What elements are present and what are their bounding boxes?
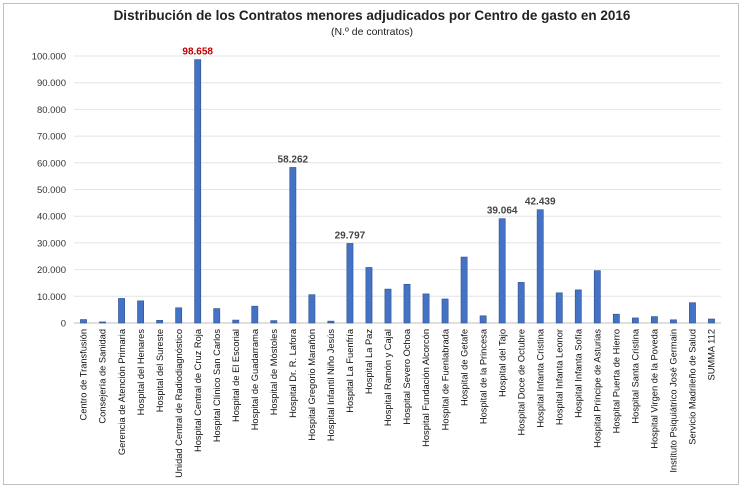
bar <box>460 256 468 324</box>
bar <box>574 289 582 324</box>
y-tick-label: 70.000 <box>37 132 66 143</box>
bar <box>365 267 373 324</box>
x-tick-label: Hospital de la Princesa <box>478 328 488 424</box>
bar <box>346 243 354 324</box>
bar <box>536 209 544 324</box>
bar <box>422 293 430 324</box>
chart-title: Distribución de los Contratos menores ad… <box>113 8 631 23</box>
x-tick-label: Hospital La Paz <box>364 329 374 394</box>
bar <box>689 302 696 324</box>
bar <box>670 319 677 324</box>
y-tick-label: 50.000 <box>37 185 66 196</box>
x-tick-label: Hospital del Tajo <box>497 329 507 397</box>
y-tick-label: 30.000 <box>37 238 66 249</box>
y-tick-label: 40.000 <box>37 212 66 223</box>
bar <box>194 59 202 324</box>
bar <box>175 307 183 324</box>
x-tick-label: Hospital Clínico San Carlos <box>212 329 222 443</box>
x-tick-label: Hospital del Sureste <box>155 329 165 412</box>
x-tick-label: Hospital La Fuenfría <box>345 328 355 413</box>
bar <box>384 288 392 324</box>
x-tick-label: Centro de Transfusión <box>79 329 89 420</box>
bar <box>213 308 221 324</box>
bar <box>137 300 145 324</box>
bar <box>441 298 449 324</box>
x-tick-label: Gerencia de Atención Primaria <box>117 328 127 455</box>
bar <box>308 294 316 324</box>
y-tick-label: 0 <box>61 319 66 330</box>
y-tick-label: 80.000 <box>37 105 66 116</box>
x-tick-label: Hospital Infanta Sofía <box>573 328 583 418</box>
x-tick-label: Hospital Puerta de Hierro <box>612 329 622 433</box>
x-tick-label: Hospital Infanta Cristina <box>535 328 545 428</box>
bar <box>270 320 278 324</box>
x-tick-label: Hospital Central de Cruz Roja <box>193 328 203 452</box>
gridlines <box>74 55 721 324</box>
data-label: 42.439 <box>525 197 556 208</box>
x-axis: Centro de Transfusión Consejería de Sanid… <box>79 328 717 478</box>
chart-subtitle: (N.º de contratos) <box>330 26 414 38</box>
x-tick-label: Hospital Príncipe de Asturias <box>593 329 603 448</box>
bar <box>612 313 620 324</box>
data-labels: 98.658 58.262 29.797 39.064 42.439 <box>182 47 556 242</box>
x-tick-label: Hospital de Getafe <box>459 329 469 406</box>
x-tick-label: Hospital Doce de Octubre <box>516 329 526 435</box>
bars <box>80 59 715 324</box>
bar <box>327 320 335 324</box>
y-tick-label: 100.000 <box>32 52 66 63</box>
y-axis: 0 10.000 20.000 30.000 40.000 50.000 60.000 70.… <box>32 52 66 330</box>
y-tick-label: 10.000 <box>37 292 66 303</box>
x-tick-label: Hospital Virgen de la Poveda <box>650 328 660 449</box>
x-tick-label: Hospital Infantil Niño Jesús <box>326 329 336 441</box>
data-label: 58.262 <box>278 154 309 165</box>
bar <box>289 167 297 324</box>
bar <box>708 318 715 324</box>
x-tick-label: Servicio Madrileño de Salud <box>688 329 698 445</box>
x-tick-label: Instituto Psiquiátrico José Germain <box>669 329 679 473</box>
x-tick-label: Hospital Severo Ochoa <box>402 328 412 424</box>
x-tick-label: Hospital de Fuenlabrada <box>440 328 450 430</box>
bar <box>156 320 164 324</box>
x-tick-label: Hospital Fundación Alcorcón <box>421 329 431 447</box>
bar <box>118 298 125 324</box>
x-tick-label: Hospital Santa Cristina <box>631 328 641 423</box>
bar <box>498 218 506 324</box>
x-tick-label: Hospital de Guadarrama <box>250 328 260 430</box>
x-tick-label: Hospital del Henares <box>136 329 146 416</box>
bar <box>232 319 240 324</box>
data-label: 39.064 <box>487 206 518 217</box>
bar <box>251 305 259 324</box>
bar <box>555 292 563 324</box>
data-label: 98.658 <box>182 47 213 58</box>
bar <box>593 270 601 324</box>
bar <box>99 321 106 324</box>
x-tick-label: SUMMA 112 <box>707 329 717 381</box>
bar <box>650 316 658 324</box>
x-tick-label: Hospital de Móstoles <box>269 329 279 416</box>
x-tick-label: Hospital Gregorio Marañón <box>307 329 317 441</box>
bar <box>479 315 487 324</box>
x-tick-label: Hospital Ramón y Cajal <box>383 329 393 426</box>
chart-frame <box>3 3 739 485</box>
x-tick-label: Unidad Central de Radiodiagnóstico <box>174 329 184 478</box>
y-tick-label: 90.000 <box>37 78 66 89</box>
bar <box>403 283 411 324</box>
bar <box>80 319 87 324</box>
bar <box>517 282 525 324</box>
x-tick-label: Hospital Infanta Leonor <box>554 329 564 425</box>
y-tick-label: 20.000 <box>37 265 66 276</box>
bar <box>631 317 639 324</box>
data-label: 29.797 <box>335 230 366 241</box>
x-tick-label: Hospital de El Escorial <box>231 329 241 422</box>
x-tick-label: Consejería de Sanidad <box>98 329 108 424</box>
y-tick-label: 60.000 <box>37 158 66 169</box>
x-tick-label: Hospital Dr. R. Lafora <box>288 328 298 418</box>
